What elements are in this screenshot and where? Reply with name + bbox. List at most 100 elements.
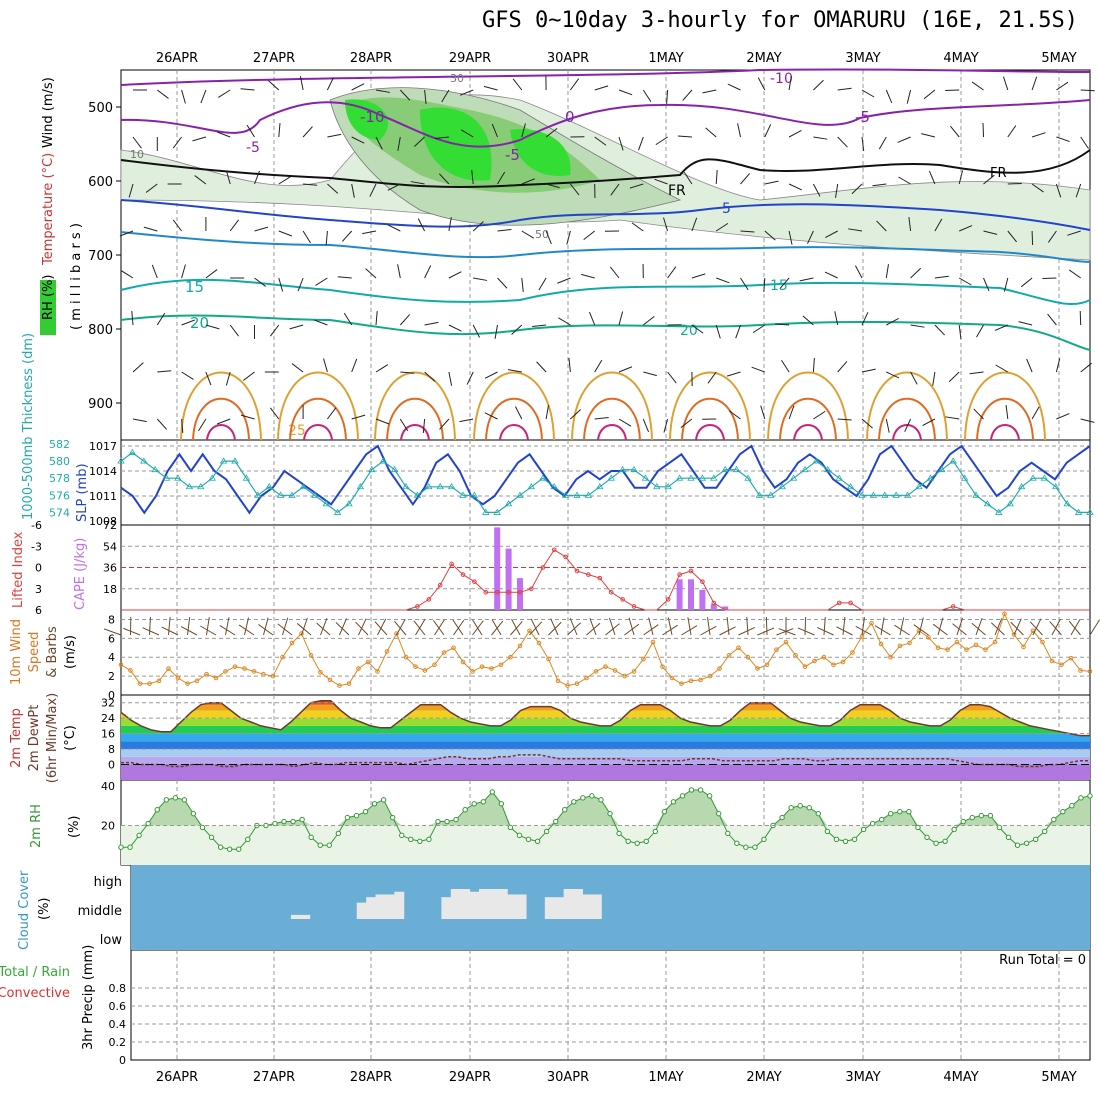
upper-wind-barb xyxy=(327,408,335,419)
upper-wind-barb xyxy=(316,278,328,285)
cloud-bar xyxy=(564,889,574,919)
rh-point xyxy=(237,847,241,851)
rh-point xyxy=(726,831,730,835)
cloud-bar xyxy=(582,894,592,919)
rh-point xyxy=(1061,809,1065,813)
upper-wind-barb xyxy=(970,372,984,374)
upper-wind-barb xyxy=(813,358,814,372)
upper-wind-barb xyxy=(935,276,949,278)
contour-label: -10 xyxy=(770,71,793,87)
upper-wind-barb xyxy=(706,128,717,137)
cloud-bar xyxy=(545,897,555,919)
upper-wind-barb xyxy=(949,372,959,382)
upper-wind-barb xyxy=(522,231,534,238)
ylabel-slp: SLP (mb) xyxy=(75,463,90,522)
rh-point xyxy=(526,837,530,841)
upper-wind-barb xyxy=(270,408,278,419)
rh-point xyxy=(889,811,893,815)
cloud-bar xyxy=(479,889,489,919)
wind-barb xyxy=(123,628,140,635)
date-label-bottom: 1MAY xyxy=(648,1070,683,1085)
upper-wind-barb xyxy=(898,137,911,142)
upper-wind-barb xyxy=(765,181,779,184)
upper-wind-barb xyxy=(144,227,157,231)
rh-point xyxy=(418,839,422,843)
upper-wind-barb xyxy=(418,219,424,231)
date-label-bottom: 2MAY xyxy=(746,1070,781,1085)
rh-point xyxy=(861,827,865,831)
rh-point xyxy=(1088,794,1092,798)
rh-label: 10 xyxy=(130,148,144,161)
ylabel-rh-text: RH (%) xyxy=(41,275,56,320)
rh-point xyxy=(155,808,159,812)
upper-wind-barb xyxy=(157,90,168,98)
temp-band xyxy=(121,765,1090,780)
rh-point xyxy=(898,809,902,813)
upper-wind-barb xyxy=(398,264,401,278)
wind-barb xyxy=(766,617,767,635)
upper-wind-barb xyxy=(459,419,473,422)
upper-wind-barb xyxy=(425,265,431,278)
rh-point xyxy=(1070,804,1074,808)
upper-wind-barb xyxy=(270,325,278,336)
rh-point xyxy=(445,819,449,823)
cloud-bar xyxy=(441,897,451,919)
contour-label: -5 xyxy=(855,108,870,126)
wind-barb xyxy=(302,618,308,635)
upper-wind-barb xyxy=(1056,414,1069,419)
rh-point xyxy=(544,829,548,833)
ylabel-cloud-unit: (%) xyxy=(37,898,52,921)
rh-point xyxy=(762,837,766,841)
thickness-tick-label: 578 xyxy=(49,472,70,485)
rh-point xyxy=(309,835,313,839)
date-label-bottom: 4MAY xyxy=(943,1070,978,1085)
upper-wind-barb xyxy=(376,365,388,372)
upper-wind-barb xyxy=(911,268,921,278)
wind-barb xyxy=(758,628,775,635)
wind-barb xyxy=(720,627,736,635)
upper-wind-barb xyxy=(692,274,705,278)
cape-bar xyxy=(677,579,683,610)
rh-point xyxy=(1015,843,1019,847)
upper-wind-barb xyxy=(279,231,292,236)
upper-wind-barb xyxy=(198,419,205,431)
freezing-label: FR xyxy=(990,166,1007,181)
upper-wind-barb xyxy=(133,363,143,372)
upper-wind-barb xyxy=(570,79,578,90)
ytick-label: 900 xyxy=(88,397,113,412)
upper-wind-barb xyxy=(838,137,848,147)
wind-barb xyxy=(609,618,615,635)
upper-wind-barb xyxy=(589,312,594,325)
cloud-bar xyxy=(592,894,602,919)
upper-wind-barb xyxy=(376,311,377,325)
rh-point xyxy=(707,794,711,798)
rh-point xyxy=(925,835,929,839)
cape-tick-label: 36 xyxy=(103,562,117,575)
upper-wind-barb xyxy=(907,90,910,104)
li-tick-label: -3 xyxy=(31,540,42,553)
upper-wind-barb xyxy=(182,90,186,103)
rh-point xyxy=(979,813,983,817)
upper-wind-barb xyxy=(241,415,254,419)
ytick-label: 0.8 xyxy=(109,982,127,995)
cloud-bar xyxy=(498,889,508,919)
upper-wind-barb xyxy=(362,231,376,234)
panel-frame-upper xyxy=(121,70,1090,440)
upper-wind-barb xyxy=(173,220,181,231)
cloud-bar xyxy=(376,894,386,919)
cape-bar xyxy=(688,579,694,610)
date-label-top: 1MAY xyxy=(648,51,683,66)
slp-tick-label: 1014 xyxy=(89,465,117,478)
cloud-bar xyxy=(385,894,395,919)
upper-wind-barb xyxy=(668,267,676,278)
date-label-top: 2MAY xyxy=(746,51,781,66)
thickness-tick-label: 576 xyxy=(49,489,70,502)
upper-wind-barb xyxy=(639,137,644,150)
wind-barb xyxy=(629,618,634,635)
upper-wind-barb xyxy=(1032,407,1039,419)
ytick-label: 20 xyxy=(101,820,115,833)
upper-wind-barb xyxy=(326,231,327,245)
upper-wind-barb xyxy=(1056,82,1068,90)
rh-base-fill xyxy=(121,826,1090,866)
upper-wind-barb xyxy=(352,359,357,372)
